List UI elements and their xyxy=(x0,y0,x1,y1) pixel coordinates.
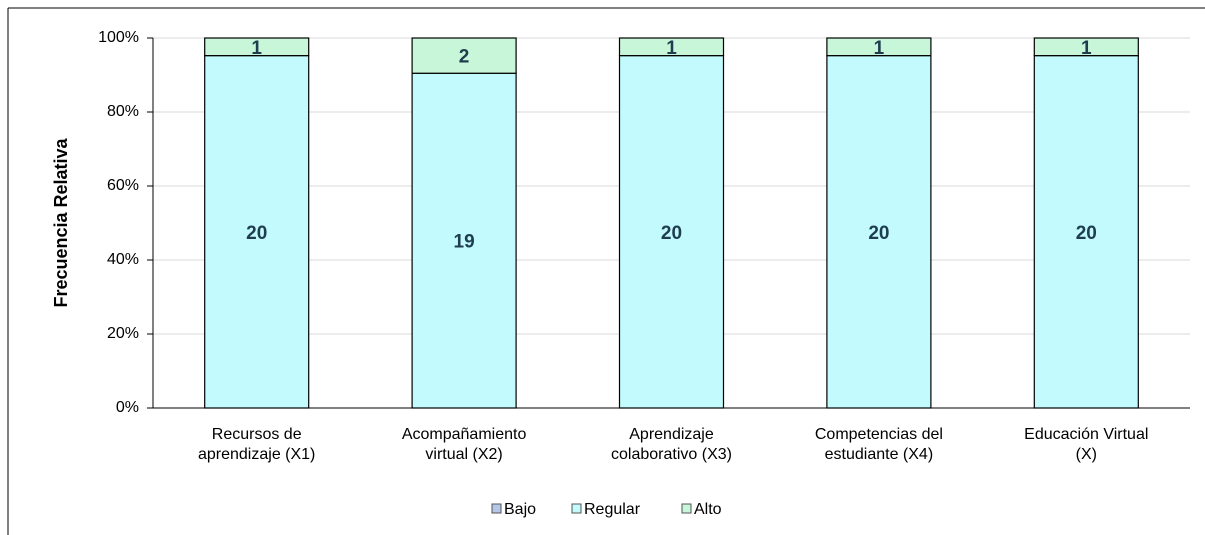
data-label: 20 xyxy=(246,223,267,244)
data-label: 20 xyxy=(868,223,889,244)
data-label: 1 xyxy=(251,38,262,59)
x-tick-label: Educación Virtual xyxy=(1024,426,1148,443)
x-tick-label: aprendizaje (X1) xyxy=(198,446,315,463)
bar-segment xyxy=(411,72,517,409)
bar-segment xyxy=(826,55,932,409)
data-label: 19 xyxy=(454,232,475,253)
x-tick-label: Competencias del xyxy=(815,426,943,443)
data-label: 20 xyxy=(1076,223,1097,244)
bar-segment xyxy=(618,55,725,409)
bar-segment xyxy=(618,37,725,57)
data-label: 1 xyxy=(666,38,677,59)
x-tick-label: estudiante (X4) xyxy=(825,446,934,463)
data-label: 1 xyxy=(874,38,885,59)
y-tick-label: 0% xyxy=(116,399,139,416)
legend-swatch xyxy=(571,503,582,514)
bar-segment xyxy=(1033,37,1139,57)
bar-segment xyxy=(204,55,310,409)
y-tick-label: 80% xyxy=(107,103,139,120)
x-tick-label: Recursos de xyxy=(212,426,302,443)
legend-swatch xyxy=(681,503,692,514)
bar-segment xyxy=(411,37,517,74)
x-tick-label: Acompañamiento xyxy=(402,426,527,443)
data-label: 20 xyxy=(661,223,682,244)
data-label: 2 xyxy=(459,47,470,68)
x-tick-label: (X) xyxy=(1076,446,1097,463)
x-tick-label: Aprendizaje xyxy=(629,426,714,443)
legend-label: Alto xyxy=(694,501,722,518)
y-tick-label: 40% xyxy=(107,251,139,268)
legend-swatch xyxy=(491,503,502,514)
bar-segment xyxy=(204,37,310,57)
bar-segment xyxy=(826,37,932,57)
data-label: 1 xyxy=(1081,38,1092,59)
x-tick-label: virtual (X2) xyxy=(425,446,502,463)
y-tick-label: 60% xyxy=(107,177,139,194)
y-tick-label: 20% xyxy=(107,325,139,342)
legend-label: Bajo xyxy=(504,501,536,518)
legend-label: Regular xyxy=(584,501,641,518)
x-tick-label: colaborativo (X3) xyxy=(611,446,732,463)
y-tick-label: 100% xyxy=(98,29,139,46)
y-axis-label: Frecuencia Relativa xyxy=(51,137,71,307)
